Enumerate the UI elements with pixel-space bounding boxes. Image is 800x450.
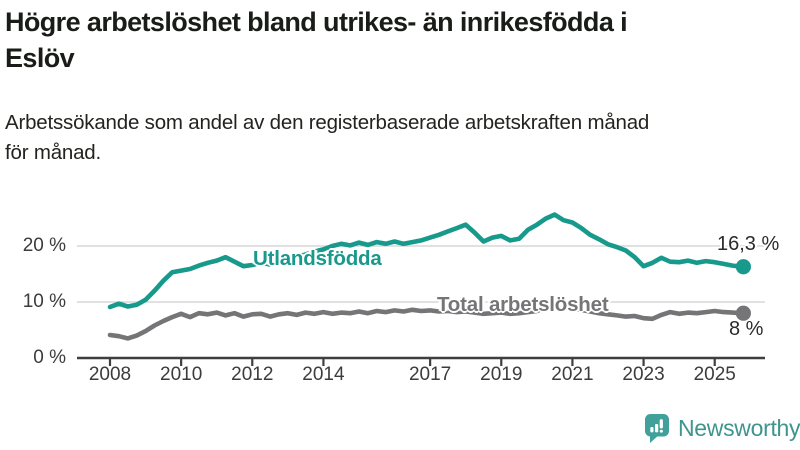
series-label-utlandsfodda: Utlandsfödda xyxy=(253,247,382,270)
chart-subtitle: Arbetssökande som andel av den registerb… xyxy=(5,108,795,168)
title-line-2: Eslöv xyxy=(5,43,75,73)
x-axis-label-2017: 2017 xyxy=(408,364,452,385)
subtitle-line-1: Arbetssökande som andel av den registerb… xyxy=(5,111,650,134)
x-axis-label-2012: 2012 xyxy=(231,364,274,385)
end-value-label-total-arbetsloshet: 8 % xyxy=(729,318,764,340)
series-end-dot xyxy=(735,259,751,275)
x-axis-label-2014: 2014 xyxy=(302,364,345,385)
newsworthy-bubble-chart-icon xyxy=(645,413,669,443)
y-axis-label-10: 10 % xyxy=(22,291,66,312)
page-title: Högre arbetslöshet bland utrikes- än inr… xyxy=(5,4,785,76)
x-axis-label-2025: 2025 xyxy=(693,364,736,385)
x-axis-label-2019: 2019 xyxy=(480,364,523,385)
series-label-total-arbetsloshet: Total arbetslöshet xyxy=(437,293,609,316)
series-line-total-arbetsl-shet xyxy=(107,303,744,341)
x-axis-label-2021: 2021 xyxy=(551,364,594,385)
title-line-1: Högre arbetslöshet bland utrikes- än inr… xyxy=(5,7,628,37)
subtitle-line-2: för månad. xyxy=(5,141,101,164)
x-axis-label-2023: 2023 xyxy=(622,364,665,385)
newsworthy-logo: Newsworthy xyxy=(644,412,800,444)
series-end-dot xyxy=(735,305,751,321)
x-axis-label-2008: 2008 xyxy=(88,364,132,385)
brand-name: Newsworthy xyxy=(678,414,800,441)
y-axis-label-0: 0 % xyxy=(33,347,66,368)
end-value-label-utlandsfodda: 16,3 % xyxy=(717,233,780,255)
x-axis-label-2010: 2010 xyxy=(160,364,203,385)
y-axis-label-20: 20 % xyxy=(22,235,66,256)
series-line-utlandsf-dda xyxy=(107,212,744,310)
